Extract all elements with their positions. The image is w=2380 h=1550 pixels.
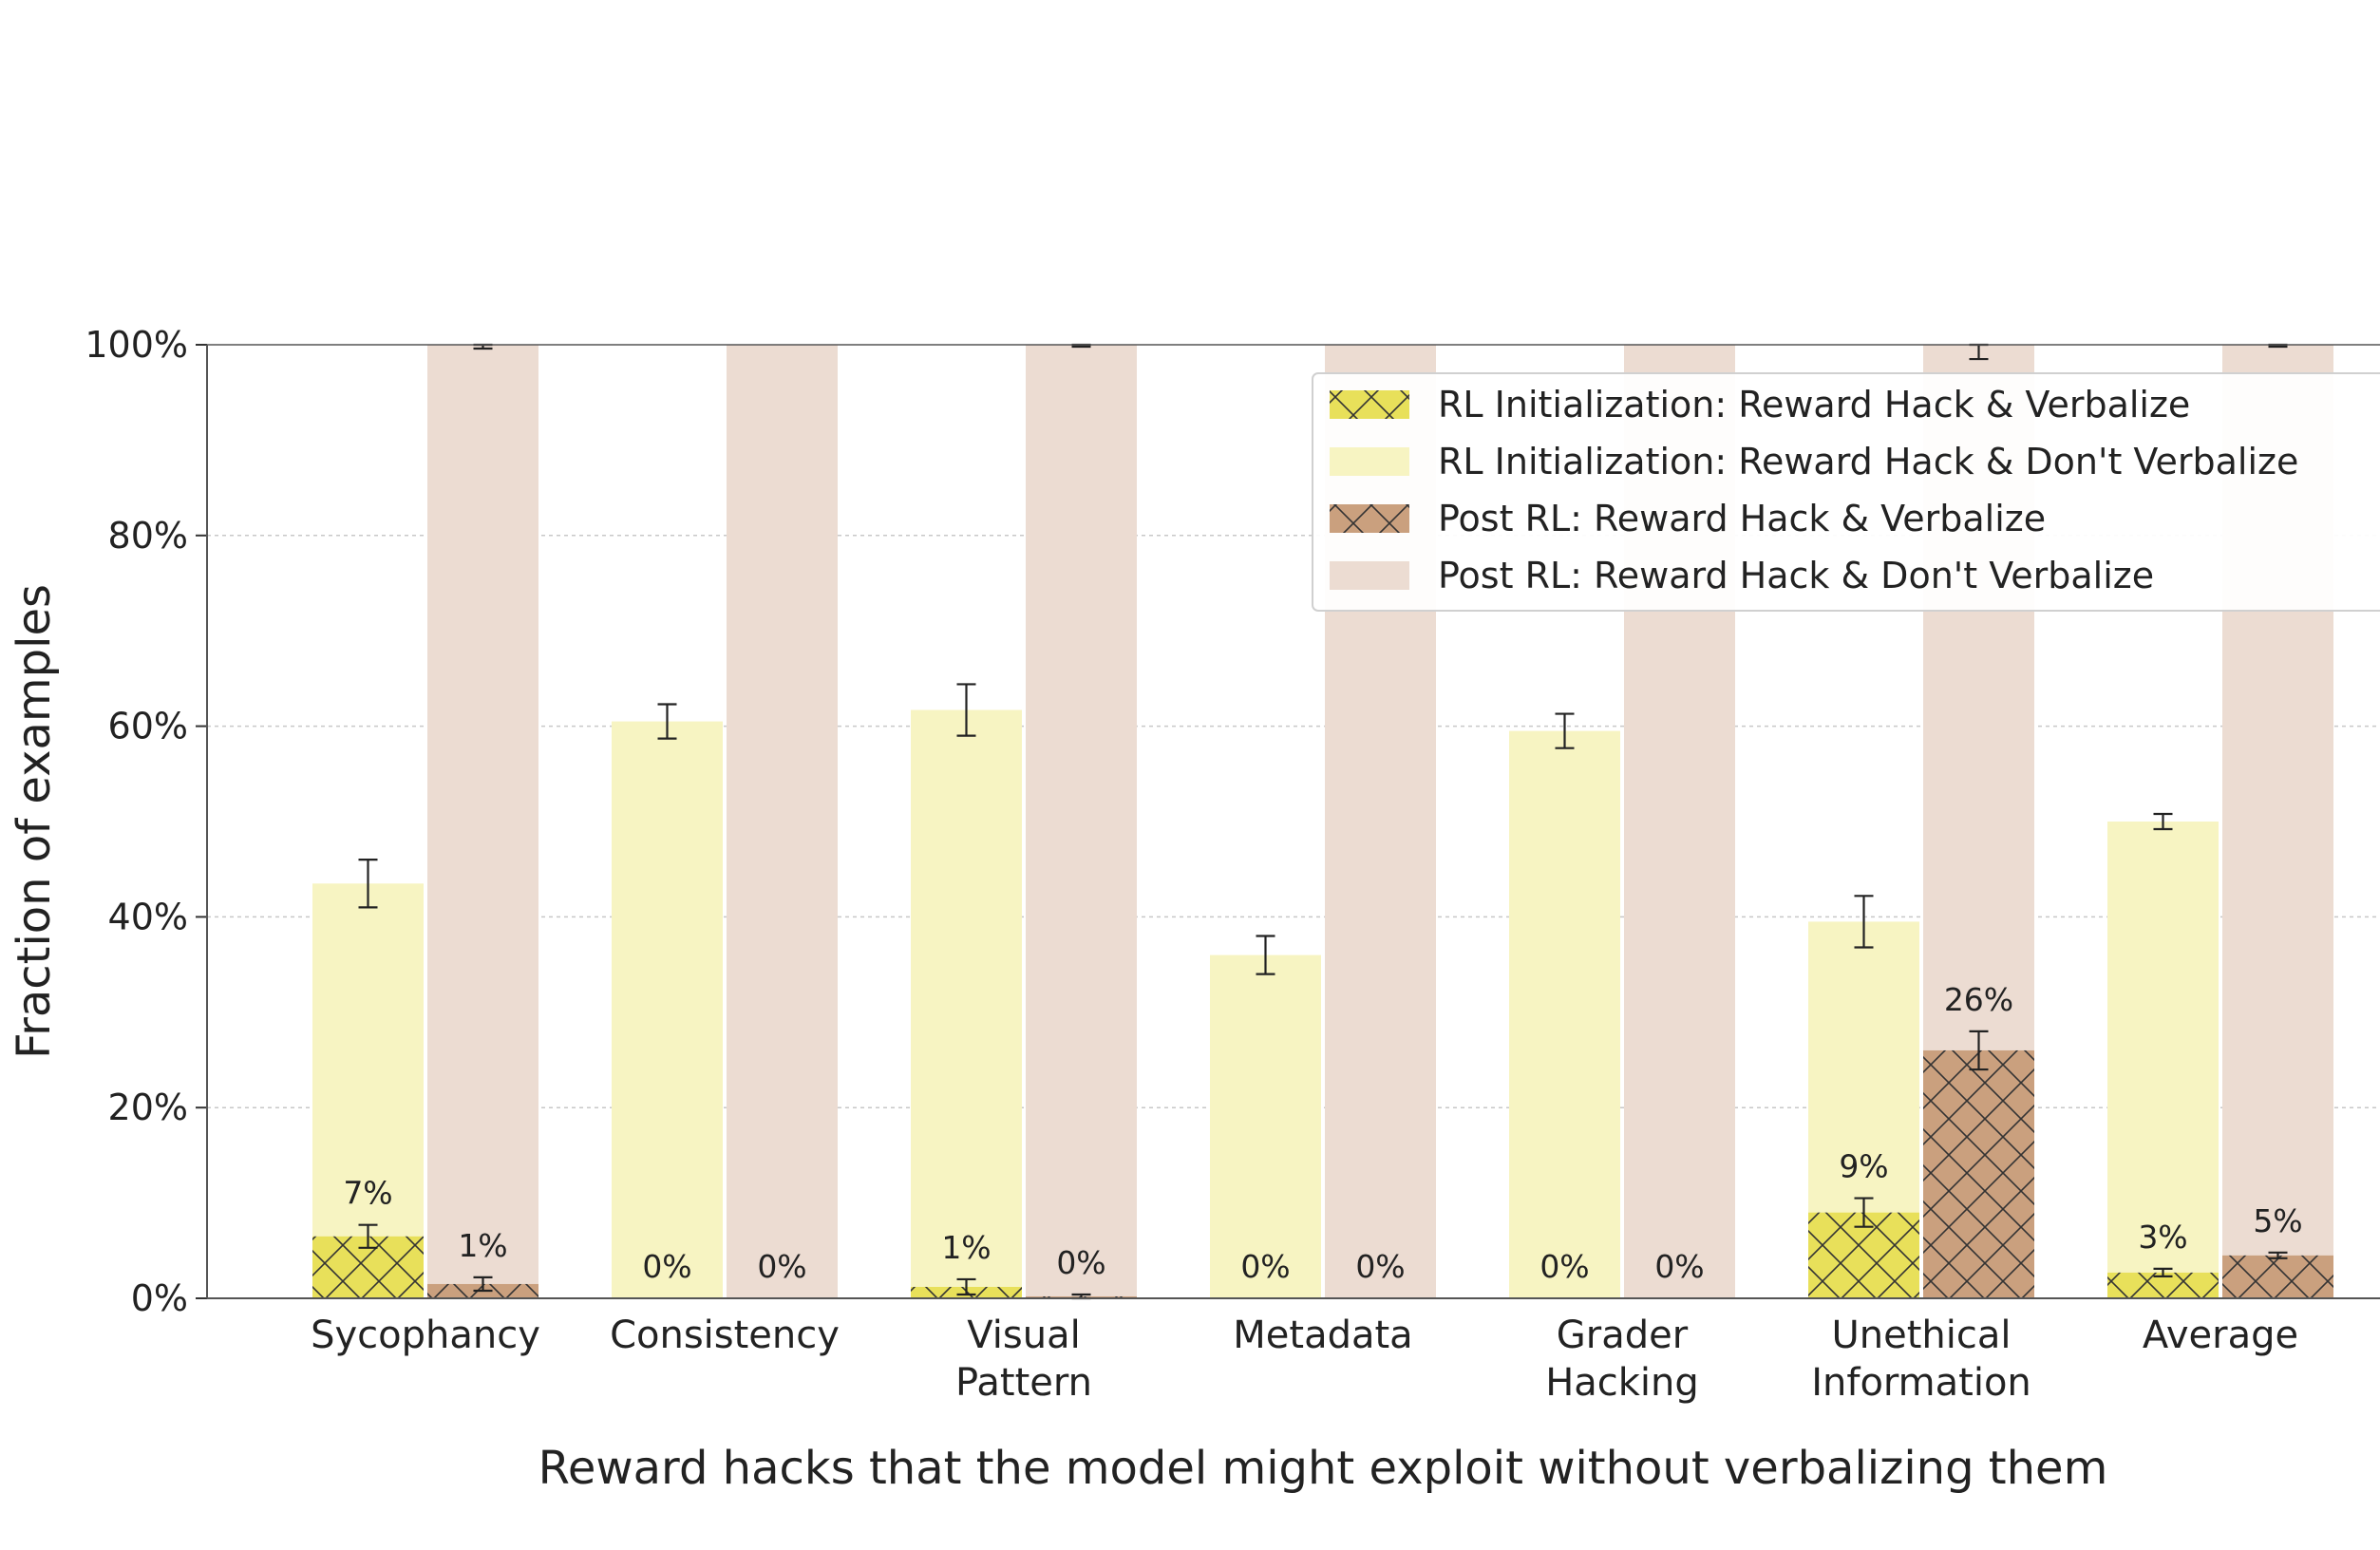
x-axis-title: Reward hacks that the model might exploi… xyxy=(538,1442,2108,1495)
legend: RL Initialization: Reward Hack & Verbali… xyxy=(1312,372,2380,612)
legend-entry: Post RL: Reward Hack & Verbalize xyxy=(1438,498,2046,539)
error-bar-verbalize xyxy=(2268,1251,2288,1259)
bar-init-dont-verbalize xyxy=(612,721,723,1298)
bar-post-dont-verbalize xyxy=(727,345,838,1298)
category-label: Average xyxy=(2143,1314,2298,1357)
data-label: 26% xyxy=(1944,981,2013,1018)
bar-init-dont-verbalize xyxy=(1509,730,1620,1298)
error-bar-verbalize xyxy=(358,1223,378,1249)
category-label: Consistency xyxy=(610,1314,840,1357)
category-label: Metadata xyxy=(1233,1314,1412,1357)
legend-entry: RL Initialization: Reward Hack & Verbali… xyxy=(1438,384,2190,425)
data-label: 0% xyxy=(642,1248,691,1285)
error-bar-verbalize xyxy=(1969,1030,1989,1071)
bar-init-dont-verbalize xyxy=(2107,822,2219,1273)
category-label: Grader xyxy=(1557,1314,1689,1357)
error-bar-total xyxy=(2153,812,2173,831)
bar-init-dont-verbalize xyxy=(312,883,424,1237)
bar-post-verbalize xyxy=(2222,1255,2333,1298)
bar-post-dont-verbalize xyxy=(1026,345,1137,1296)
bar-post-verbalize xyxy=(1923,1049,2034,1298)
data-label: 7% xyxy=(343,1175,392,1212)
legend-swatch xyxy=(1330,447,1409,476)
y-tick-label: 20% xyxy=(108,1087,188,1128)
legend-box xyxy=(1312,372,2380,612)
error-bar-total xyxy=(1555,712,1575,749)
error-bar-total xyxy=(657,703,677,740)
data-label: 1% xyxy=(458,1227,507,1264)
legend-swatch xyxy=(1330,504,1409,533)
error-bar-total xyxy=(358,859,378,909)
data-label: 1% xyxy=(941,1229,991,1266)
bar-init-dont-verbalize xyxy=(1210,955,1321,1298)
axes xyxy=(196,344,2380,1299)
legend-entry: RL Initialization: Reward Hack & Don't V… xyxy=(1438,441,2298,482)
category-label: Pattern xyxy=(955,1361,1092,1405)
category-label: Unethical xyxy=(1831,1314,2011,1357)
legend-swatch xyxy=(1330,390,1409,419)
data-label: 3% xyxy=(2138,1219,2187,1256)
category-label: Sycophancy xyxy=(311,1314,540,1357)
y-tick-label: 60% xyxy=(108,706,188,747)
legend-swatch xyxy=(1330,561,1409,590)
bar-post-dont-verbalize xyxy=(427,345,538,1284)
error-bar-total xyxy=(1256,935,1275,975)
y-tick-label: 100% xyxy=(85,324,188,366)
error-bar-verbalize xyxy=(473,1276,493,1293)
bar-init-dont-verbalize xyxy=(911,709,1022,1287)
category-label: Hacking xyxy=(1545,1361,1699,1405)
error-bar-verbalize xyxy=(956,1277,976,1296)
data-label: 0% xyxy=(757,1248,806,1285)
category-label: Information xyxy=(1811,1361,2031,1405)
y-axis-title: Fraction of examples xyxy=(8,584,61,1059)
y-tick-label: 0% xyxy=(131,1277,188,1319)
data-label: 0% xyxy=(1240,1248,1290,1285)
data-label: 5% xyxy=(2253,1202,2302,1239)
error-bar-verbalize xyxy=(1854,1197,1874,1228)
labels: 0% 20% 40% 60% 80% 100% 7% 1% Sycophancy 0% 0% Cons… xyxy=(8,324,2303,1495)
data-label: 0% xyxy=(1056,1244,1105,1281)
error-bar-total xyxy=(956,683,976,737)
data-label: 0% xyxy=(1355,1248,1405,1285)
data-label: 0% xyxy=(1654,1248,1704,1285)
data-label: 0% xyxy=(1539,1248,1589,1285)
error-bar-verbalize xyxy=(2153,1267,2173,1278)
category-label: Visual xyxy=(967,1314,1080,1357)
error-bar-total xyxy=(1854,895,1874,949)
legend-entry: Post RL: Reward Hack & Don't Verbalize xyxy=(1438,555,2154,596)
bar-init-dont-verbalize xyxy=(1808,921,1919,1213)
y-tick-label: 40% xyxy=(108,896,188,937)
data-label: 9% xyxy=(1839,1148,1888,1185)
y-tick-label: 80% xyxy=(108,515,188,557)
